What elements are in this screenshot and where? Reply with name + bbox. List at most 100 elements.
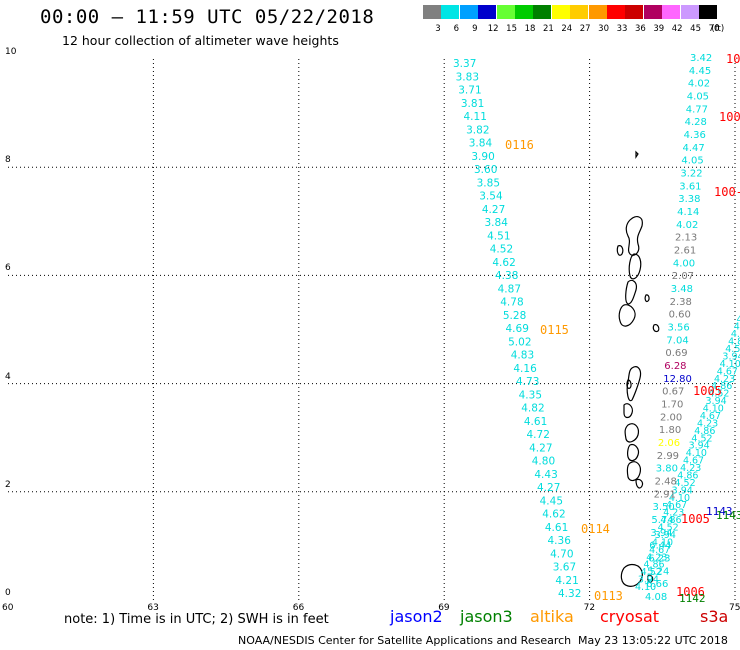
legend-swatch xyxy=(496,5,515,19)
pass-time-label: 1005 xyxy=(693,384,722,398)
swath-value: 4.10 xyxy=(686,448,707,459)
swath-value: 4.23 xyxy=(697,418,718,429)
track-value-main: 4.78 xyxy=(500,297,523,309)
track-value-east: 6.23 xyxy=(648,554,670,565)
island-outline xyxy=(616,245,624,256)
track-value-east: 0.60 xyxy=(669,310,691,321)
swath-value: 4.23 xyxy=(680,463,701,474)
track-value-east: 3.80 xyxy=(656,464,678,475)
footer-note: note: 1) Time is in UTC; 2) SWH is in fe… xyxy=(64,612,329,627)
legend-swatch xyxy=(459,5,478,19)
track-value-main: 4.62 xyxy=(492,257,515,269)
track-value-east: 3.48 xyxy=(671,284,693,295)
island-outline xyxy=(626,379,632,389)
legend-label: 24 xyxy=(561,24,573,34)
legend-swatch xyxy=(478,5,497,19)
swath-value: 4.52 xyxy=(674,478,695,489)
pass-time-label: 0114 xyxy=(581,522,610,536)
track-value-east: 4.36 xyxy=(684,130,706,141)
track-value-main: 3.83 xyxy=(456,71,479,83)
swath-value: 3.94 xyxy=(706,396,727,407)
swath-value: 3.94 xyxy=(722,351,740,362)
pass-time-label: 1005 xyxy=(681,512,710,526)
legend-swatch xyxy=(570,5,589,19)
track-value-main: 3.84 xyxy=(485,217,509,229)
swath-value: 4.52 xyxy=(691,433,712,444)
legend-swatch xyxy=(588,5,607,19)
legend-label: 33 xyxy=(616,24,628,34)
legend-swatch xyxy=(680,5,699,19)
legend-label: 27 xyxy=(579,24,591,34)
legend-swatch xyxy=(441,5,460,19)
satellite-name: s3a xyxy=(700,607,729,626)
swath-value: 4.86 xyxy=(677,470,698,481)
track-value-main: 4.38 xyxy=(495,270,518,282)
swath-value: 3.94 xyxy=(689,441,710,452)
x-tick-label: 66 xyxy=(292,603,305,613)
swath-value: 3.94 xyxy=(655,530,676,541)
island-outline xyxy=(618,304,636,327)
track-value-east: 2.61 xyxy=(674,246,696,257)
y-tick-label: 0 xyxy=(5,588,11,598)
pass-time-label: 1143 xyxy=(706,505,733,518)
track-value-east: 4.05 xyxy=(687,92,709,103)
swath-value: 4.10 xyxy=(669,493,690,504)
track-value-main: 3.67 xyxy=(553,562,576,574)
swath-value: 4.10 xyxy=(652,537,673,548)
legend-swatch xyxy=(643,5,662,19)
pass-time-label: 1006 xyxy=(676,585,705,599)
track-value-east: 7.04 xyxy=(666,335,688,346)
swath-value: 4.52 xyxy=(641,567,662,578)
legend-label: 39 xyxy=(653,24,665,34)
track-value-main: 3.60 xyxy=(474,164,497,176)
track-value-east: 4.28 xyxy=(685,117,707,128)
track-value-east: 4.02 xyxy=(676,220,698,231)
swath-value: 3.94 xyxy=(672,485,693,496)
legend-swatch xyxy=(607,5,625,19)
swath-value: 4.67 xyxy=(683,456,704,467)
track-value-main: 4.45 xyxy=(540,495,563,507)
swath-value: 4.67 xyxy=(700,411,721,422)
swath-value: 4.10 xyxy=(720,359,740,370)
map-frame xyxy=(8,59,735,600)
swath-value: 3.94 xyxy=(638,575,659,586)
track-value-main: 4.82 xyxy=(521,403,544,415)
legend-label: 18 xyxy=(524,24,536,34)
x-tick-label: 63 xyxy=(147,603,159,613)
track-value-east: 3.61 xyxy=(679,181,701,192)
track-value-east: 12.80 xyxy=(663,374,692,385)
swath-value: 4.67 xyxy=(666,500,687,511)
track-value-main: 5.02 xyxy=(508,336,531,348)
swath-value: 4.52 xyxy=(708,389,729,400)
pass-time-label: 10 xyxy=(726,52,740,66)
swath-value: 4.86 xyxy=(643,560,664,571)
swath-value: 4.23 xyxy=(663,508,684,519)
swath-value: 4.52 xyxy=(725,344,740,355)
track-value-main: 3.82 xyxy=(466,124,489,136)
track-value-main: 4.69 xyxy=(506,323,529,335)
legend-label: 12 xyxy=(487,24,499,34)
swath-value: 4.10 xyxy=(737,314,740,325)
track-value-east: 6.28 xyxy=(664,361,686,372)
swath-value: 4.86 xyxy=(711,381,732,392)
track-value-main: 4.83 xyxy=(511,350,534,362)
track-value-main: 5.28 xyxy=(503,310,526,322)
legend-label: 36 xyxy=(634,24,646,34)
track-value-main: 4.62 xyxy=(542,509,565,521)
track-value-main: 3.90 xyxy=(471,151,494,163)
legend-unit: (ft) xyxy=(711,24,725,34)
pass-time-label: 100 xyxy=(719,110,740,124)
legend-swatch xyxy=(625,5,644,19)
track-value-east: 2.91 xyxy=(654,489,676,500)
pass-time-label: 0113 xyxy=(594,589,623,603)
legend-label: 15 xyxy=(506,24,517,34)
satellite-name: jason3 xyxy=(460,607,513,626)
island-outline xyxy=(644,294,650,303)
pass-time-label: 0115 xyxy=(540,323,569,337)
legend-label: 9 xyxy=(472,24,478,34)
track-value-main: 4.43 xyxy=(534,469,557,481)
y-tick-label: 4 xyxy=(5,371,11,382)
track-value-main: 4.51 xyxy=(487,230,510,242)
track-value-east: 2.48 xyxy=(655,477,677,488)
legend-label: 3 xyxy=(435,24,441,34)
